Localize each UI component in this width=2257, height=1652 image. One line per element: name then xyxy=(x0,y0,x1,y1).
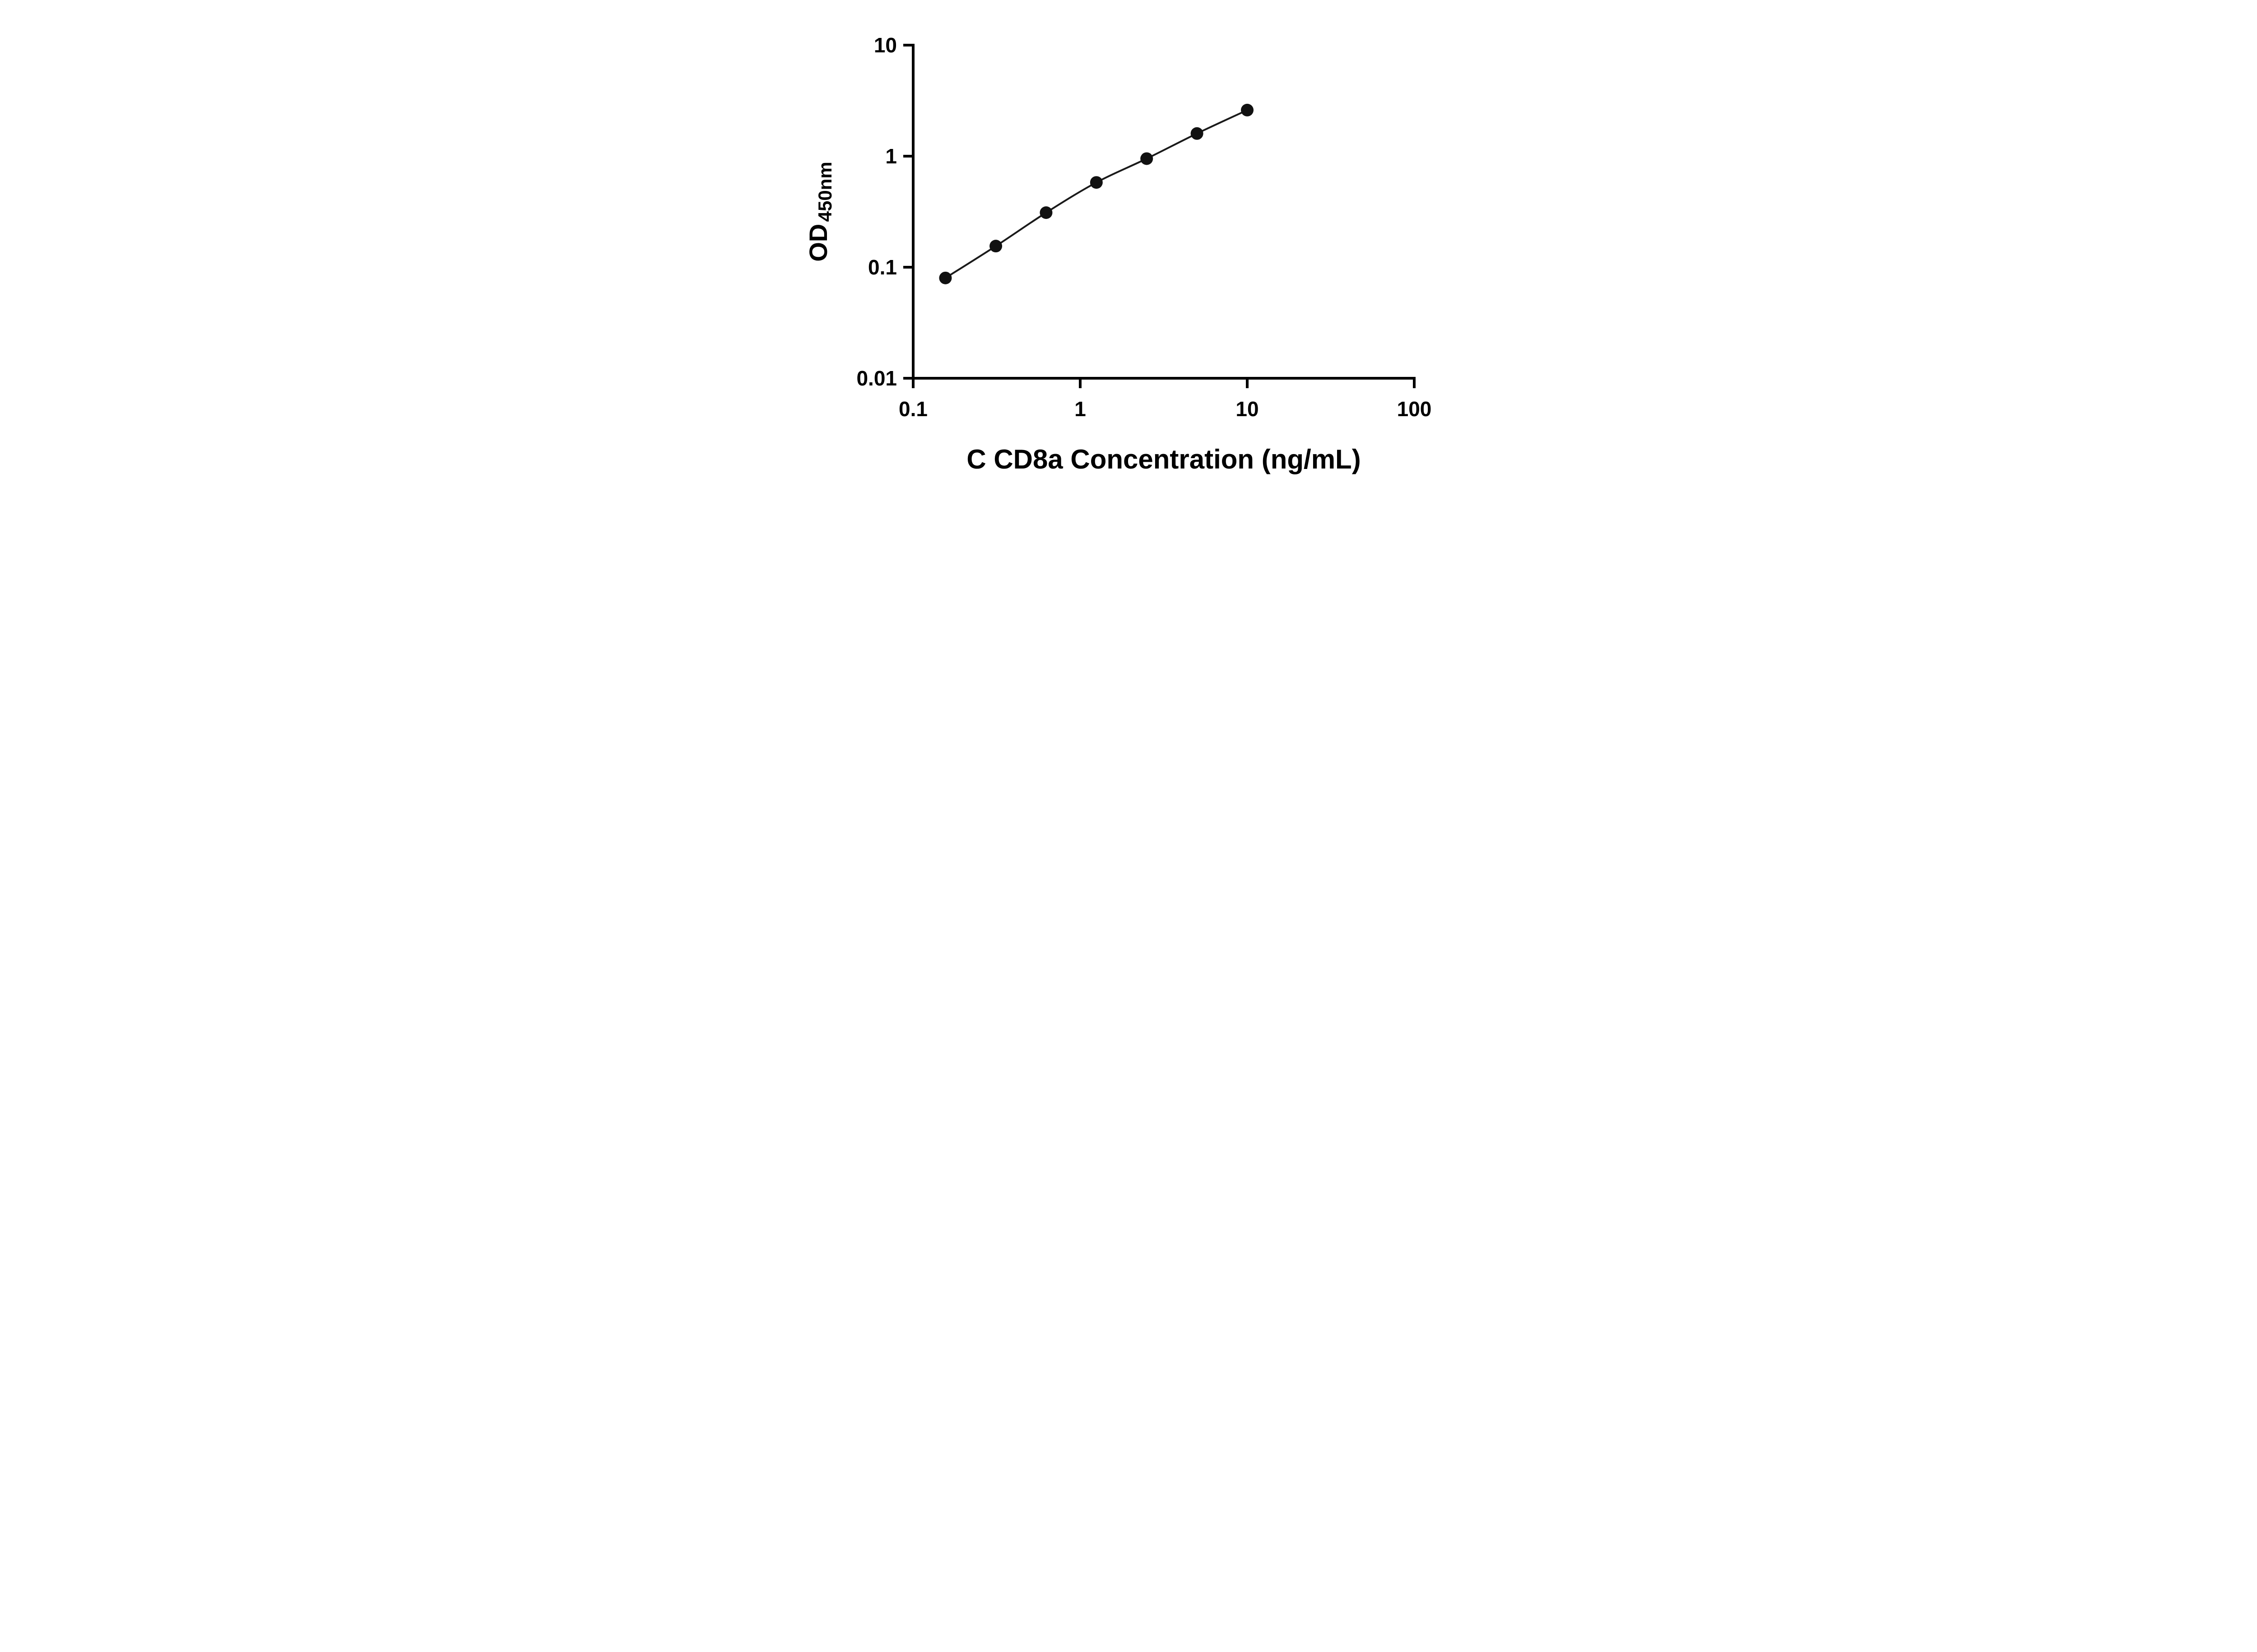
y-tick-label: 0.01 xyxy=(856,367,897,390)
y-axis-title-base: OD xyxy=(804,224,832,262)
data-point xyxy=(1140,152,1153,165)
data-point xyxy=(989,240,1003,253)
data-point xyxy=(1190,127,1203,140)
y-tick-label: 0.1 xyxy=(868,255,897,279)
data-point xyxy=(1090,176,1103,189)
x-tick-label: 100 xyxy=(1397,397,1432,421)
y-tick-label: 10 xyxy=(874,33,897,57)
axes xyxy=(912,44,1416,380)
data-point xyxy=(939,271,952,284)
elisa-standard-curve-figure: 0.1 1 10 100 0.01 0.1 1 10 C CD8a Concentration… xyxy=(781,0,1476,496)
y-axis-title-sub: 450nm xyxy=(814,162,836,222)
x-tick-label: 0.1 xyxy=(899,397,928,421)
data-point xyxy=(1040,206,1053,219)
x-tick-label: 10 xyxy=(1235,397,1259,421)
y-axis-title: OD 450nm xyxy=(804,162,836,262)
y-tick-label: 1 xyxy=(885,144,897,168)
x-tick-label: 1 xyxy=(1074,397,1086,421)
x-axis-title: C CD8a Concentration (ng/mL) xyxy=(966,444,1361,474)
data-point xyxy=(1241,103,1254,116)
